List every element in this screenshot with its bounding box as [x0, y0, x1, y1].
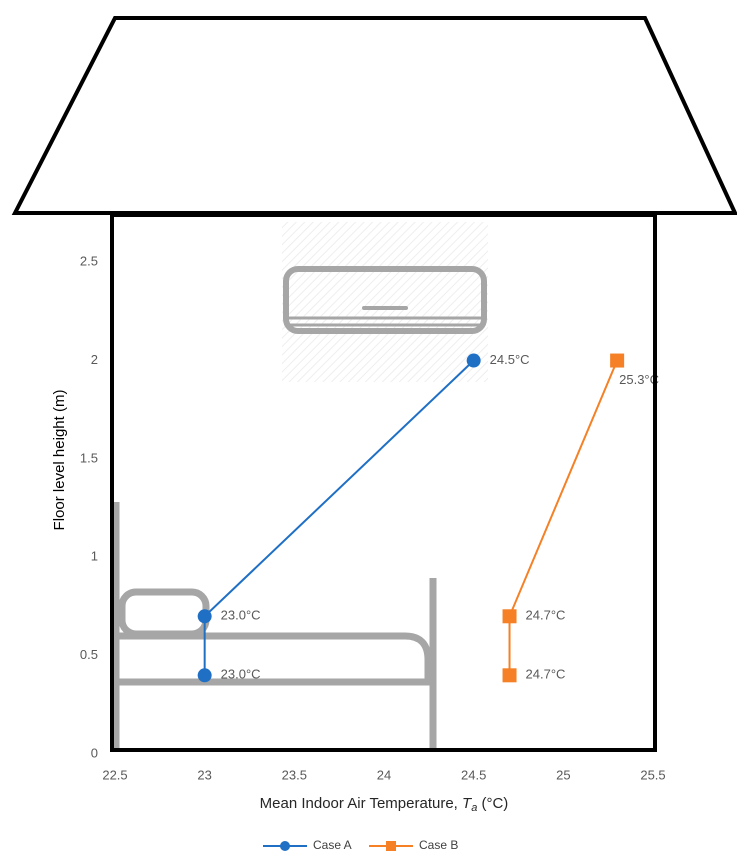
data-label: 25.3°C [619, 372, 659, 387]
marker [197, 668, 212, 683]
marker [502, 668, 517, 683]
y-tick-label: 2 [91, 352, 98, 367]
x-tick-label: 24.5 [461, 767, 486, 782]
data-label: 23.0°C [221, 608, 261, 623]
y-axis-title: Floor level height (m) [51, 390, 68, 531]
data-label: 24.7°C [526, 667, 566, 682]
x-tick-label: 23.5 [282, 767, 307, 782]
y-tick-label: 1 [91, 549, 98, 564]
marker [610, 353, 625, 368]
legend-label: Case B [419, 838, 458, 852]
data-label: 23.0°C [221, 667, 261, 682]
legend: Case A Case B [263, 838, 458, 852]
x-axis-title: Mean Indoor Air Temperature, Ta (°C) [260, 795, 509, 814]
legend-marker [280, 841, 290, 851]
bed [112, 502, 437, 750]
data-label: 24.5°C [490, 352, 530, 367]
x-axis-title-part: a [471, 802, 477, 814]
legend-label: Case A [313, 838, 352, 852]
ac-shade [282, 222, 488, 382]
marker [466, 353, 481, 368]
x-tick-label: 24 [377, 767, 391, 782]
x-axis-title-part: Mean Indoor Air Temperature, [260, 795, 462, 812]
air-conditioner [283, 266, 487, 334]
x-tick-label: 25.5 [640, 767, 665, 782]
legend-marker [386, 841, 396, 851]
x-tick-label: 25 [556, 767, 570, 782]
data-label: 24.7°C [526, 608, 566, 623]
x-axis-title-part: T [462, 795, 473, 812]
y-tick-label: 1.5 [80, 450, 98, 465]
roof [11, 16, 737, 215]
x-tick-label: 22.5 [102, 767, 127, 782]
plot-area: 22.5 23 23.5 24 24.5 25 25.500.511.522.523.0°C… [80, 254, 666, 783]
marker [502, 609, 517, 624]
marker [197, 609, 212, 624]
y-tick-label: 0 [91, 745, 98, 760]
x-axis-title-part: (°C) [477, 795, 508, 812]
x-tick-label: 23 [197, 767, 211, 782]
y-tick-label: 2.5 [80, 254, 98, 269]
series-line [508, 360, 619, 676]
house-wall [110, 213, 657, 752]
y-tick-label: 0.5 [80, 647, 98, 662]
